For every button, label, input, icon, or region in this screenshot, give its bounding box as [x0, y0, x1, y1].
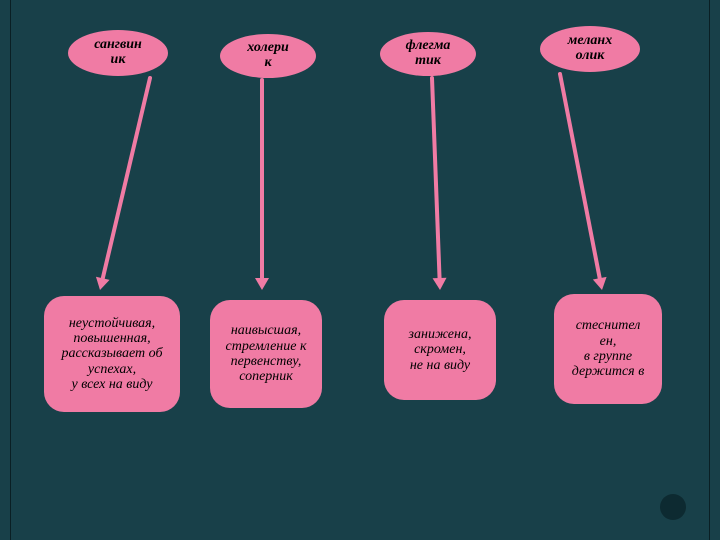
desc-melancholic: стеснителен,в группе держится в [554, 294, 662, 404]
nav-dot-icon [660, 494, 686, 520]
arrow-sanguine [88, 66, 162, 302]
ellipse-label: флегматик [406, 39, 451, 68]
desc-text: неустойчивая,повышенная,рассказывает об … [50, 316, 174, 393]
slide-canvas: сангвиник холерик флегматик меланхолик н… [0, 0, 720, 540]
desc-text: наивысшая,стремление к первенству,соперн… [216, 323, 316, 385]
desc-sanguine: неустойчивая,повышенная,рассказывает об … [44, 296, 180, 412]
desc-phlegmatic: занижена,скромен,не на виду [384, 300, 496, 400]
arrow-melancholic [548, 62, 614, 302]
ellipse-label: холерик [247, 41, 289, 70]
ellipse-label: сангвиник [94, 38, 142, 67]
arrow-choleric [250, 68, 274, 302]
desc-choleric: наивысшая,стремление к первенству,соперн… [210, 300, 322, 408]
ellipse-label: меланхолик [568, 34, 612, 63]
desc-text: занижена,скромен,не на виду [409, 327, 472, 373]
arrow-phlegmatic [420, 66, 452, 302]
desc-text: стеснителен,в группе держится в [560, 318, 656, 380]
